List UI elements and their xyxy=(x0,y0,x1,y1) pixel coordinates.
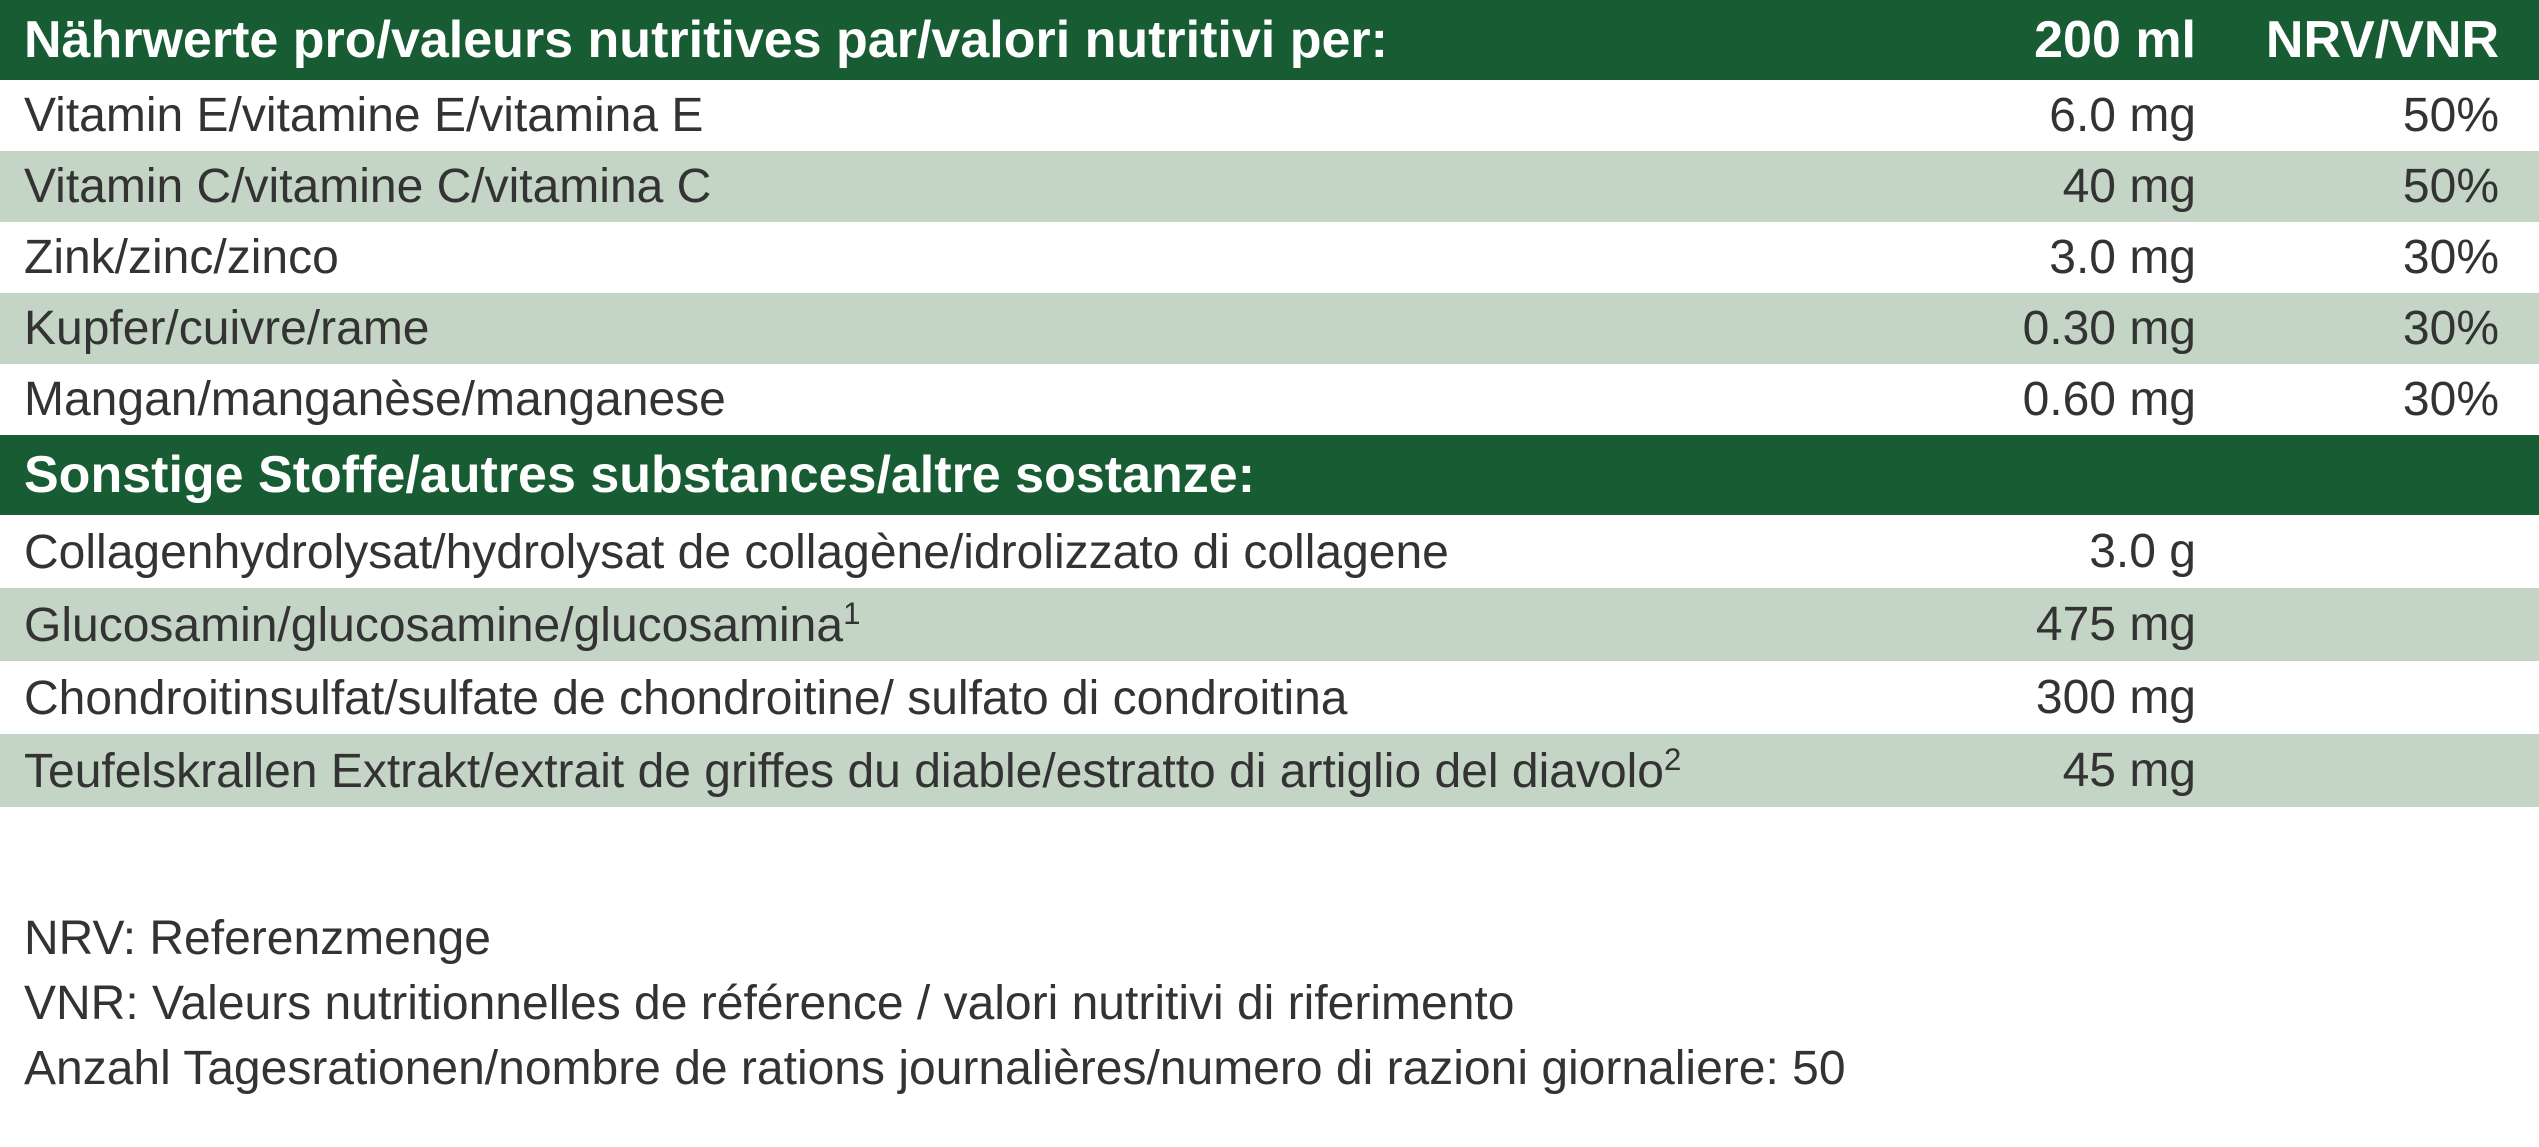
substance-name-text: Glucosamin/glucosamine/glucosamina xyxy=(24,599,843,652)
substance-name: Chondroitinsulfat/sulfate de chondroitin… xyxy=(0,661,1900,734)
nutrient-amount: 3.0 mg xyxy=(1900,222,2220,293)
footnote-marker: 1 xyxy=(843,596,860,631)
substance-amount: 45 mg xyxy=(1900,734,2220,807)
footer-line-nrv: NRV: Referenzmenge xyxy=(24,907,2539,972)
substance-name: Teufelskrallen Extrakt/extrait de griffe… xyxy=(0,734,1900,807)
footer-line-vnr: VNR: Valeurs nutritionnelles de référenc… xyxy=(24,972,2539,1037)
substance-name-text: Collagenhydrolysat/hydrolysat de collagè… xyxy=(24,526,1449,579)
footnote-marker: 2 xyxy=(1664,742,1681,777)
nutrition-header-row: Nährwerte pro/valeurs nutritives par/val… xyxy=(0,0,2539,80)
nutrient-amount: 0.30 mg xyxy=(1900,293,2220,364)
nutrient-amount: 0.60 mg xyxy=(1900,364,2220,435)
substance-amount: 475 mg xyxy=(1900,588,2220,661)
table-row: Collagenhydrolysat/hydrolysat de collagè… xyxy=(0,515,2539,588)
table-row: Teufelskrallen Extrakt/extrait de griffe… xyxy=(0,734,2539,807)
substance-name-text: Teufelskrallen Extrakt/extrait de griffe… xyxy=(24,745,1664,798)
nutrient-nrv: 50% xyxy=(2220,80,2539,151)
nutrient-nrv: 30% xyxy=(2220,222,2539,293)
substance-name-text: Chondroitinsulfat/sulfate de chondroitin… xyxy=(24,672,1348,725)
footer-line-rations: Anzahl Tagesrationen/nombre de rations j… xyxy=(24,1037,2539,1102)
table-row: Zink/zinc/zinco 3.0 mg 30% xyxy=(0,222,2539,293)
substance-nrv xyxy=(2220,661,2539,734)
table-row: Glucosamin/glucosamine/glucosamina1 475 … xyxy=(0,588,2539,661)
table-row: Vitamin E/vitamine E/vitamina E 6.0 mg 5… xyxy=(0,80,2539,151)
nutrient-name: Zink/zinc/zinco xyxy=(0,222,1900,293)
nutrient-amount: 6.0 mg xyxy=(1900,80,2220,151)
nutrient-name: Vitamin C/vitamine C/vitamina C xyxy=(0,151,1900,222)
other-substances-header-row: Sonstige Stoffe/autres substances/altre … xyxy=(0,435,2539,515)
table-row: Kupfer/cuivre/rame 0.30 mg 30% xyxy=(0,293,2539,364)
nutrient-nrv: 50% xyxy=(2220,151,2539,222)
nutrient-name: Kupfer/cuivre/rame xyxy=(0,293,1900,364)
table-row: Vitamin C/vitamine C/vitamina C 40 mg 50… xyxy=(0,151,2539,222)
nutrient-amount: 40 mg xyxy=(1900,151,2220,222)
nutrient-nrv: 30% xyxy=(2220,293,2539,364)
header-nrv-col: NRV/VNR xyxy=(2220,0,2539,80)
substance-nrv xyxy=(2220,734,2539,807)
other-substances-header: Sonstige Stoffe/autres substances/altre … xyxy=(0,435,2539,515)
nutrient-name: Vitamin E/vitamine E/vitamina E xyxy=(0,80,1900,151)
substance-nrv xyxy=(2220,515,2539,588)
substance-amount: 300 mg xyxy=(1900,661,2220,734)
substance-nrv xyxy=(2220,588,2539,661)
nutrient-nrv: 30% xyxy=(2220,364,2539,435)
table-row: Mangan/manganèse/manganese 0.60 mg 30% xyxy=(0,364,2539,435)
header-name-col: Nährwerte pro/valeurs nutritives par/val… xyxy=(0,0,1900,80)
substance-name: Collagenhydrolysat/hydrolysat de collagè… xyxy=(0,515,1900,588)
footer-notes: NRV: Referenzmenge VNR: Valeurs nutritio… xyxy=(0,907,2539,1101)
nutrition-table: Nährwerte pro/valeurs nutritives par/val… xyxy=(0,0,2539,807)
substance-amount: 3.0 g xyxy=(1900,515,2220,588)
nutrient-name: Mangan/manganèse/manganese xyxy=(0,364,1900,435)
substance-name: Glucosamin/glucosamine/glucosamina1 xyxy=(0,588,1900,661)
table-row: Chondroitinsulfat/sulfate de chondroitin… xyxy=(0,661,2539,734)
header-amount-col: 200 ml xyxy=(1900,0,2220,80)
